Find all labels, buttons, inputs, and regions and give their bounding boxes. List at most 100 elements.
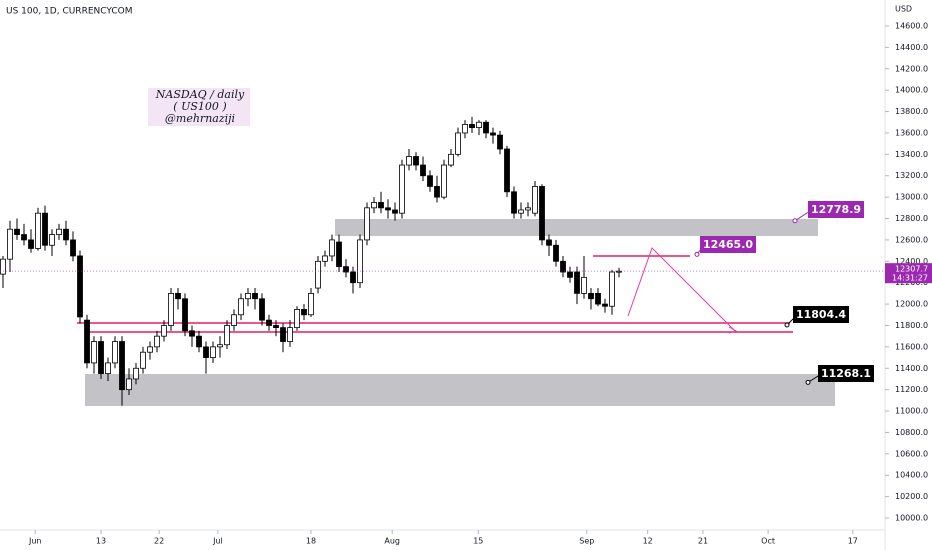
y-tick-label: 13000.0 bbox=[895, 193, 928, 202]
candle-body bbox=[56, 228, 62, 235]
y-tick-label: 14000.0 bbox=[895, 86, 928, 95]
level-box bbox=[818, 365, 874, 382]
y-tick-label: 11200.0 bbox=[895, 385, 928, 394]
candle-body bbox=[161, 325, 167, 337]
candle-body bbox=[434, 186, 440, 198]
level-box bbox=[793, 306, 849, 323]
candle-body bbox=[49, 234, 55, 246]
candle-body bbox=[105, 362, 111, 375]
x-tick-label: Jul bbox=[212, 537, 223, 546]
last-price-label: 12307.7 bbox=[895, 265, 928, 274]
candle-body bbox=[546, 239, 552, 246]
resistance-zone bbox=[335, 219, 818, 236]
y-tick-label: 13200.0 bbox=[895, 171, 928, 180]
candle-body bbox=[364, 207, 370, 241]
level-label: 12778.9 bbox=[811, 203, 861, 216]
last-price-box bbox=[885, 263, 932, 284]
candle-body bbox=[182, 298, 188, 332]
candle-body bbox=[21, 234, 27, 241]
candle-body bbox=[609, 271, 615, 307]
candle-body bbox=[77, 255, 83, 318]
candle-body bbox=[462, 124, 468, 134]
candle-body bbox=[497, 134, 503, 150]
level-point bbox=[805, 379, 811, 385]
y-tick-label: 14200.0 bbox=[895, 64, 928, 73]
candle-body bbox=[112, 341, 118, 364]
candle-body bbox=[196, 335, 202, 348]
candle-body bbox=[280, 327, 286, 342]
candle-body bbox=[448, 153, 454, 166]
x-tick-label: 15 bbox=[473, 537, 483, 546]
note-box bbox=[148, 88, 250, 126]
candle-body bbox=[224, 325, 230, 346]
candle-body bbox=[350, 271, 356, 284]
candle-body bbox=[217, 344, 223, 348]
level-label: 12465.0 bbox=[703, 238, 753, 251]
candle-body bbox=[595, 292, 601, 305]
candle-body bbox=[602, 303, 608, 307]
candle-body bbox=[399, 164, 405, 214]
x-tick-label: Aug bbox=[384, 537, 400, 546]
candle-body bbox=[455, 132, 461, 155]
candle-body bbox=[266, 319, 272, 326]
y-tick-label: 13800.0 bbox=[895, 107, 928, 116]
candle-body bbox=[581, 276, 587, 294]
support-zone bbox=[85, 374, 835, 406]
candle-body bbox=[357, 239, 363, 284]
y-tick-label: 12800.0 bbox=[895, 214, 928, 223]
candle-body bbox=[301, 309, 307, 316]
x-tick-label: 22 bbox=[154, 537, 164, 546]
candle-body bbox=[154, 335, 160, 348]
level-box bbox=[700, 236, 756, 253]
y-tick-label: 14600.0 bbox=[895, 22, 928, 31]
candle-body bbox=[98, 341, 104, 375]
candle-body bbox=[392, 209, 398, 214]
x-tick-label: 18 bbox=[306, 537, 316, 546]
candle-body bbox=[476, 121, 482, 129]
candle-body bbox=[588, 292, 594, 300]
x-tick-label: Sep bbox=[579, 537, 594, 546]
candle-body bbox=[63, 228, 69, 241]
candle-body bbox=[91, 341, 97, 364]
candle-body bbox=[553, 244, 559, 262]
candle-body bbox=[133, 367, 139, 380]
candle-body bbox=[539, 186, 545, 241]
candle-body bbox=[385, 207, 391, 211]
candle-body bbox=[406, 156, 412, 166]
x-tick-label: Jun bbox=[28, 537, 42, 546]
candle-body bbox=[518, 209, 524, 214]
candle-body bbox=[483, 121, 489, 134]
candle-body bbox=[168, 292, 174, 326]
y-tick-label: 11800.0 bbox=[895, 321, 928, 330]
candle-body bbox=[0, 258, 6, 275]
candle-body bbox=[252, 292, 258, 300]
level-point bbox=[792, 218, 798, 224]
candle-body bbox=[490, 132, 496, 136]
candle-body bbox=[294, 309, 300, 329]
candle-body bbox=[322, 255, 328, 262]
candle-body bbox=[560, 260, 566, 273]
candle-body bbox=[238, 298, 244, 316]
candle-body bbox=[371, 202, 377, 209]
y-tick-label: 11000.0 bbox=[895, 407, 928, 416]
note-line: NASDAQ / daily bbox=[155, 88, 245, 101]
x-tick-label: 21 bbox=[698, 537, 708, 546]
candle-body bbox=[511, 191, 517, 214]
candle-body bbox=[336, 241, 342, 268]
candle-body bbox=[308, 292, 314, 316]
y-tick-label: 10600.0 bbox=[895, 449, 928, 458]
candle-body bbox=[413, 156, 419, 166]
candle-body bbox=[175, 292, 181, 300]
candle-body bbox=[189, 330, 195, 337]
x-tick-label: Oct bbox=[761, 537, 775, 546]
candle-body bbox=[28, 239, 34, 249]
candle-body bbox=[210, 346, 216, 358]
arrow-head bbox=[728, 326, 738, 334]
candle-body bbox=[343, 266, 349, 273]
chart-title: US 100, 1D, CURRENCYCOM bbox=[6, 7, 133, 17]
candle-body bbox=[126, 378, 132, 391]
candle-body bbox=[616, 270, 622, 273]
y-tick-label: 14400.0 bbox=[895, 43, 928, 52]
y-tick-label: 10400.0 bbox=[895, 471, 928, 480]
